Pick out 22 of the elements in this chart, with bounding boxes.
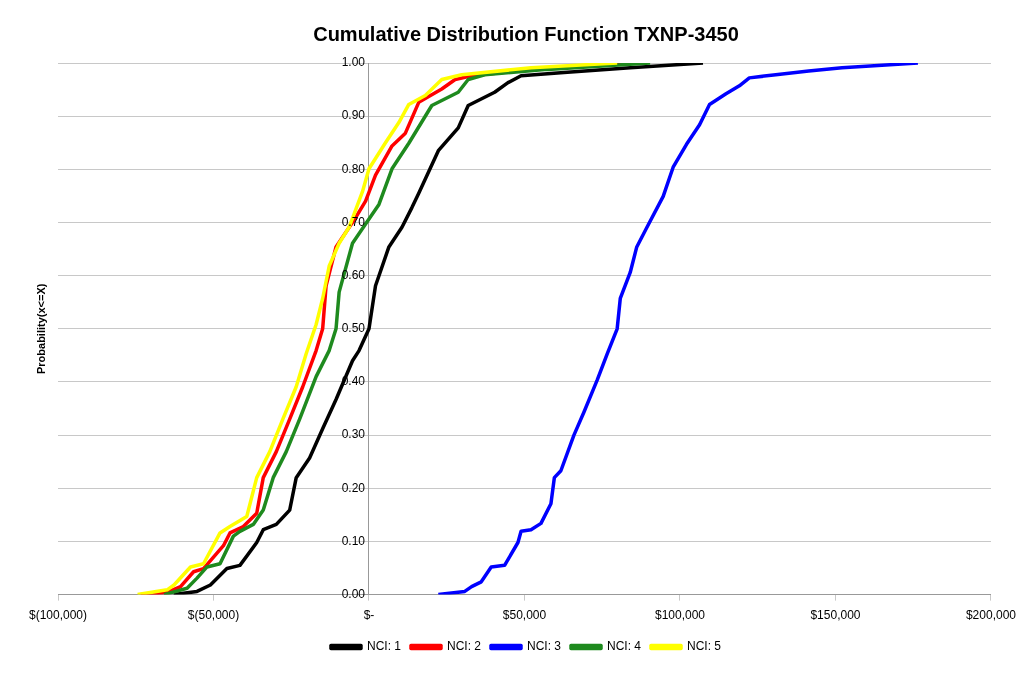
- x-tick-label: $(100,000): [28, 608, 88, 623]
- y-tick-label: 0.80: [341, 161, 366, 176]
- y-tick-label: 0.50: [341, 321, 366, 336]
- x-tick-label: $200,000: [965, 608, 1017, 623]
- y-tick-label: 0.00: [341, 586, 366, 601]
- legend-label: NCI: 4: [607, 639, 642, 654]
- legend-label: NCI: 1: [366, 639, 402, 654]
- chart-title: Cumulative Distribution Function TXNP-3450: [313, 22, 739, 45]
- y-tick-label: 0.10: [341, 533, 366, 548]
- legend-label: NCI: 3: [527, 639, 562, 654]
- y-tick-label: 0.90: [341, 108, 366, 123]
- y-tick-label: 1.00: [341, 55, 366, 70]
- x-tick-label: $50,000: [502, 608, 547, 623]
- legend-label: NCI: 5: [687, 639, 722, 654]
- y-tick-label: 0.20: [341, 480, 366, 495]
- y-tick-label: 0.30: [341, 427, 366, 442]
- x-tick-label: $(50,000): [187, 608, 240, 623]
- legend-label: NCI: 2: [446, 639, 482, 654]
- x-tick-label: $150,000: [810, 608, 861, 623]
- y-axis-title: Probability(x<=X): [35, 283, 48, 375]
- x-tick-label: $100,000: [654, 608, 706, 623]
- x-tick-label: $-: [363, 608, 375, 623]
